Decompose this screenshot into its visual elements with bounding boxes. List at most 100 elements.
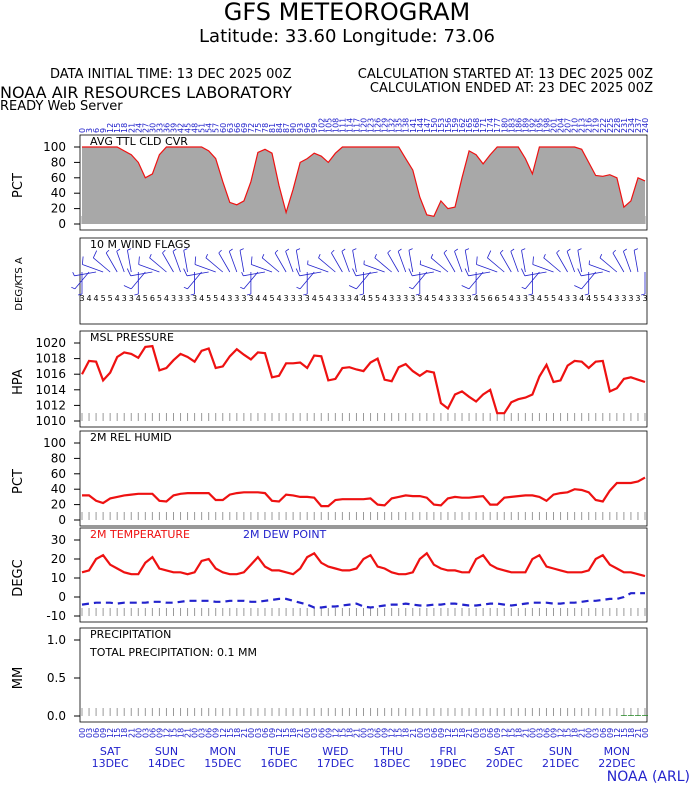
hour-label: 129 <box>381 118 390 133</box>
panel-title: MSL PRESSURE <box>90 331 174 344</box>
utc-label: 21 <box>184 728 193 738</box>
utc-label: 03 <box>479 728 488 738</box>
wind-speed: 5 <box>108 294 113 303</box>
y-tick-label: 20 <box>51 202 66 216</box>
wind-staff <box>299 271 322 277</box>
wind-speed: 3 <box>396 294 401 303</box>
utc-label: 12 <box>275 728 284 738</box>
wind-barb <box>641 293 646 296</box>
wind-barb <box>172 248 177 252</box>
wind-barb <box>348 285 357 290</box>
hour-label: 180 <box>500 118 509 133</box>
wind-barb <box>78 293 83 296</box>
hour-label: 177 <box>493 118 502 133</box>
wind-staff <box>454 251 463 273</box>
utc-label: 21 <box>578 728 587 738</box>
day-date: 20DEC <box>486 757 523 770</box>
wind-barb <box>183 268 188 276</box>
utc-label: 12 <box>613 728 622 738</box>
hour-label: 198 <box>542 118 551 133</box>
hour-label: 33 <box>155 123 164 133</box>
hour-label: 60 <box>219 123 228 133</box>
utc-label: 00 <box>416 728 425 738</box>
wind-staff <box>307 264 329 273</box>
wind-staff <box>251 264 273 273</box>
y-tick-label: 40 <box>51 482 66 496</box>
wind-staff <box>130 271 153 277</box>
utc-label: 15 <box>507 728 516 738</box>
utc-label: 06 <box>261 728 270 738</box>
day-name: SUN <box>155 745 178 758</box>
hour-label: 150 <box>430 118 439 133</box>
wind-barb <box>190 293 195 296</box>
wind-speed: 3 <box>340 294 345 303</box>
utc-label: 15 <box>451 728 460 738</box>
hour-label: 99 <box>310 123 319 133</box>
wind-barb <box>183 248 188 251</box>
hour-label: 30 <box>148 123 157 133</box>
utc-label: 18 <box>177 728 186 738</box>
subtitle: Latitude: 33.60 Longitude: 73.06 <box>199 26 495 47</box>
utc-label: 00 <box>134 728 143 738</box>
wind-staff <box>355 271 378 277</box>
wind-staff <box>285 251 294 273</box>
y-tick-label: 1.0 <box>47 633 66 647</box>
hour-label: 48 <box>191 123 200 133</box>
legend-entry: 2M TEMPERATURE <box>90 528 190 541</box>
hour-label: 24 <box>134 123 143 133</box>
hour-label: 42 <box>177 123 186 133</box>
day-date: 16DEC <box>260 757 297 770</box>
y-tick-label: 100 <box>43 436 66 450</box>
day-date: 22DEC <box>598 757 635 770</box>
wind-barb <box>92 250 98 259</box>
wind-staff <box>387 252 400 273</box>
cloud-area <box>82 147 645 224</box>
utc-label: 06 <box>486 728 495 738</box>
wind-speed: 4 <box>312 294 317 303</box>
wind-speed: 3 <box>227 294 232 303</box>
utc-label: 21 <box>634 728 643 738</box>
wind-speed: 6 <box>150 294 155 303</box>
wind-staff <box>299 271 315 290</box>
wind-staff <box>356 271 371 290</box>
wind-staff <box>318 257 336 273</box>
y-tick-label: 80 <box>51 451 66 465</box>
wind-speed: 4 <box>558 294 563 303</box>
wind-staff <box>183 250 188 273</box>
utc-label: 09 <box>268 728 277 738</box>
hour-label: 210 <box>571 118 580 133</box>
wind-staff <box>138 264 160 273</box>
wind-speed: 3 <box>79 294 84 303</box>
wind-speed: 3 <box>122 294 127 303</box>
wind-speed: 3 <box>185 294 190 303</box>
hour-label: 81 <box>268 123 277 133</box>
utc-label: 21 <box>409 728 418 738</box>
wind-barb <box>205 254 208 259</box>
wind-speed: 3 <box>635 294 640 303</box>
wind-staff <box>205 257 224 273</box>
wind-staff <box>633 250 639 273</box>
wind-barb <box>71 286 76 290</box>
wind-barb <box>454 248 459 252</box>
utc-label: 15 <box>282 728 291 738</box>
hour-label: 84 <box>275 123 284 133</box>
utc-label: 03 <box>535 728 544 738</box>
utc-label: 06 <box>317 728 326 738</box>
wind-barb <box>239 248 244 251</box>
wind-barb <box>183 286 188 290</box>
hour-label: 21 <box>127 123 136 133</box>
wind-staff <box>93 257 111 273</box>
wind-barb <box>218 249 222 254</box>
wind-barb <box>162 249 166 254</box>
y-tick-label: 40 <box>51 186 66 200</box>
hour-label: 6 <box>92 128 101 133</box>
wind-staff <box>499 252 512 273</box>
wind-barb <box>296 248 301 251</box>
wind-barb <box>528 293 533 296</box>
day-name: TUE <box>267 745 290 758</box>
wind-barb <box>246 293 251 296</box>
wind-barb <box>472 293 477 296</box>
organization: NOAA AIR RESOURCES LABORATORY <box>0 83 292 102</box>
wind-speed: 5 <box>101 294 106 303</box>
y-tick-label: 0.0 <box>47 709 66 723</box>
